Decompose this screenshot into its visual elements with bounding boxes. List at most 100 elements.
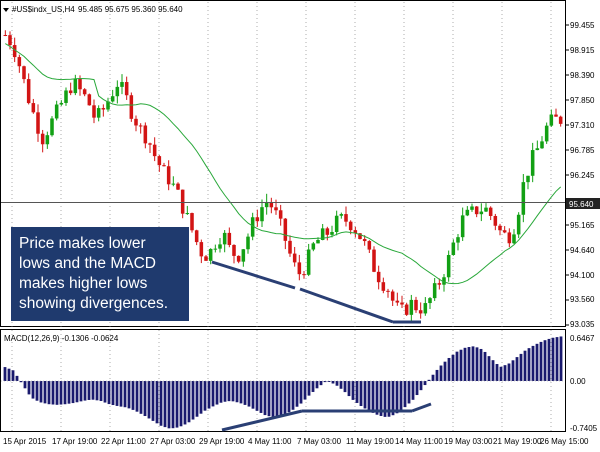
- candle-body: [180, 189, 185, 214]
- macd-bar: [167, 381, 171, 429]
- candle-body: [516, 214, 521, 235]
- macd-bar: [543, 340, 547, 381]
- macd-bar: [219, 381, 223, 403]
- candle-body: [302, 274, 306, 276]
- candle-body: [26, 79, 31, 104]
- macd-bar: [99, 381, 103, 402]
- price-candles: [3, 30, 563, 324]
- candle-body: [446, 255, 451, 278]
- macd-bar: [335, 381, 339, 386]
- macd-bar: [27, 381, 31, 395]
- macd-bar: [427, 379, 431, 381]
- macd-bar: [271, 381, 275, 418]
- candle-body: [549, 114, 554, 126]
- macd-bar: [215, 381, 219, 405]
- price-label: 93.560: [570, 295, 595, 304]
- price-label: 98.915: [570, 46, 595, 55]
- candle-body: [269, 201, 274, 208]
- macd-bar: [519, 353, 523, 381]
- macd-bar: [187, 381, 191, 423]
- macd-bar: [431, 374, 435, 381]
- candle-body: [512, 234, 516, 244]
- candle-body: [190, 213, 194, 231]
- candle-body: [82, 89, 87, 95]
- macd-bar: [203, 381, 207, 411]
- macd-bar: [383, 381, 387, 417]
- candle-body: [311, 243, 316, 250]
- candle-body: [17, 57, 22, 67]
- candle-body: [232, 244, 236, 256]
- macd-bar: [35, 381, 39, 401]
- candle-body: [540, 141, 544, 149]
- macd-bar: [71, 381, 75, 404]
- macd-bar: [103, 381, 107, 403]
- time-label: 22 Apr 11:00: [101, 437, 146, 446]
- macd-bar: [179, 381, 183, 427]
- macd-bar: [3, 367, 7, 381]
- macd-bar: [87, 381, 91, 400]
- macd-bar: [299, 381, 303, 404]
- macd-bar: [391, 381, 395, 416]
- macd-bar: [435, 369, 439, 381]
- macd-bar: [371, 381, 375, 413]
- macd-bar: [555, 337, 559, 381]
- macd-bar: [495, 364, 499, 381]
- candle-body: [451, 242, 456, 256]
- macd-bar: [183, 381, 187, 425]
- macd-bar: [75, 381, 79, 403]
- macd-divergence-line-1: [221, 409, 303, 432]
- candle-body: [250, 217, 255, 237]
- macd-bar: [379, 381, 383, 416]
- macd-bar: [15, 375, 19, 381]
- macd-bar: [95, 381, 99, 401]
- macd-bar: [147, 381, 151, 419]
- macd-bar: [527, 348, 531, 381]
- macd-bar: [319, 381, 323, 386]
- macd-bar: [19, 381, 23, 383]
- time-label: 26 May 15:00: [540, 437, 589, 446]
- candle-body: [246, 236, 250, 250]
- macd-bar: [395, 381, 399, 414]
- candle-body: [64, 90, 68, 103]
- macd-bar: [327, 381, 331, 382]
- candle-body: [241, 249, 246, 262]
- macd-bar: [403, 381, 407, 408]
- chart-dropdown-icon[interactable]: [3, 8, 9, 12]
- macd-bar: [211, 381, 215, 407]
- annotation-line: makes higher lows: [19, 275, 148, 292]
- candle-body: [171, 183, 176, 185]
- price-label: 94.100: [570, 271, 595, 280]
- current-price-badge: [566, 198, 600, 209]
- candle-body: [283, 218, 288, 241]
- macd-bar: [363, 381, 367, 409]
- candle-body: [40, 133, 45, 145]
- candle-body: [115, 86, 120, 97]
- price-label: 99.455: [570, 21, 595, 30]
- candle-body: [456, 237, 460, 243]
- macd-bar: [251, 381, 255, 409]
- candle-body: [31, 103, 36, 113]
- price-label: 98.390: [570, 71, 595, 80]
- candle-body: [320, 228, 325, 240]
- candle-body: [530, 150, 535, 176]
- candle-body: [59, 102, 64, 105]
- macd-bar: [343, 381, 347, 393]
- candle-body: [442, 277, 446, 285]
- candle-body: [204, 256, 208, 261]
- macd-bar: [223, 381, 227, 402]
- candle-body: [498, 225, 502, 231]
- candle-body: [484, 207, 488, 212]
- candle-body: [236, 255, 241, 262]
- price-label: 97.310: [570, 121, 595, 130]
- candle-body: [101, 108, 106, 110]
- macd-bar: [191, 381, 195, 420]
- candle-body: [558, 116, 563, 124]
- macd-bar: [39, 381, 43, 403]
- macd-bar: [111, 381, 115, 406]
- candle-body: [36, 112, 40, 134]
- time-label: 15 Apr 2015: [3, 437, 47, 446]
- candle-body: [274, 207, 278, 211]
- macd-bar: [303, 381, 307, 400]
- macd-bar: [295, 381, 299, 407]
